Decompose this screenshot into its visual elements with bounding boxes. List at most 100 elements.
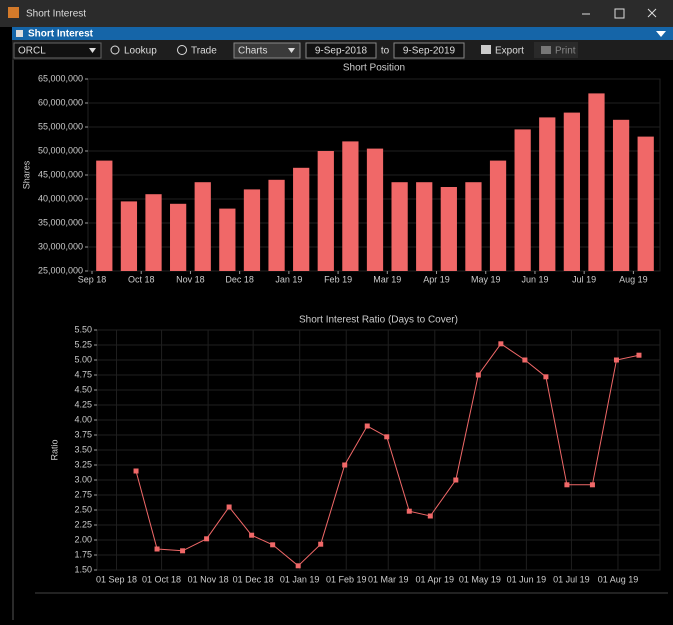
point bbox=[406, 508, 412, 514]
point bbox=[613, 357, 619, 363]
bar bbox=[514, 129, 531, 271]
y-tick-label: 5.25 bbox=[74, 339, 92, 349]
trade-button[interactable]: Trade bbox=[191, 46, 217, 57]
x-tick-label: 01 Oct 18 bbox=[142, 574, 181, 584]
x-tick-label: Apr 19 bbox=[423, 274, 450, 284]
x-tick-label: Nov 18 bbox=[176, 274, 205, 284]
y-axis-label: Ratio bbox=[49, 439, 59, 460]
close-button[interactable] bbox=[647, 8, 657, 18]
x-tick-label: 01 Sep 18 bbox=[96, 574, 137, 584]
x-tick-label: Oct 18 bbox=[128, 274, 155, 284]
y-tick-label: 2.00 bbox=[74, 534, 92, 544]
point bbox=[154, 546, 160, 552]
export-button[interactable]: Export bbox=[495, 46, 524, 57]
bar bbox=[563, 112, 580, 271]
x-tick-label: 01 Feb 19 bbox=[326, 574, 367, 584]
panel-border bbox=[12, 60, 14, 620]
y-tick-label: 50,000,000 bbox=[38, 145, 83, 155]
y-tick-label: 4.25 bbox=[74, 399, 92, 409]
y-tick-label: 2.75 bbox=[74, 489, 92, 499]
y-tick-label: 2.25 bbox=[74, 519, 92, 529]
panel-title: Short Interest bbox=[28, 29, 94, 40]
bar bbox=[539, 117, 556, 272]
x-tick-label: Sep 18 bbox=[78, 274, 107, 284]
x-tick-label: 01 Jun 19 bbox=[507, 574, 547, 584]
y-tick-label: 55,000,000 bbox=[38, 121, 83, 131]
x-tick-label: Jul 19 bbox=[572, 274, 596, 284]
x-tick-label: Jan 19 bbox=[275, 274, 302, 284]
point bbox=[522, 357, 528, 363]
point bbox=[270, 542, 276, 548]
y-tick-label: 1.75 bbox=[74, 549, 92, 559]
to-date[interactable] bbox=[393, 42, 465, 59]
panel-header bbox=[12, 27, 673, 40]
point bbox=[295, 563, 301, 569]
bar bbox=[317, 151, 334, 271]
y-tick-label: 4.50 bbox=[74, 384, 92, 394]
bar bbox=[465, 182, 482, 271]
x-tick-label: 01 Apr 19 bbox=[416, 574, 455, 584]
app-icon bbox=[8, 7, 19, 18]
x-tick-label: Mar 19 bbox=[373, 274, 401, 284]
bar bbox=[170, 203, 187, 271]
point bbox=[249, 532, 255, 538]
to-label: to bbox=[381, 46, 390, 57]
x-tick-label: 01 Aug 19 bbox=[598, 574, 639, 584]
lookup-button[interactable]: Lookup bbox=[124, 46, 157, 57]
x-tick-label: Jun 19 bbox=[521, 274, 548, 284]
y-tick-label: 30,000,000 bbox=[38, 241, 83, 251]
x-tick-label: Feb 19 bbox=[324, 274, 352, 284]
symbol: ORCL bbox=[18, 46, 46, 57]
x-tick-label: 01 Jul 19 bbox=[553, 574, 590, 584]
bar bbox=[440, 187, 457, 271]
y-tick-label: 3.00 bbox=[74, 474, 92, 484]
point bbox=[318, 541, 324, 547]
bar bbox=[120, 201, 138, 271]
x-tick-label: 01 May 19 bbox=[459, 574, 501, 584]
symbol-select[interactable] bbox=[13, 42, 102, 59]
y-tick-label: 4.75 bbox=[74, 369, 92, 379]
window-title: Short Interest bbox=[26, 9, 86, 20]
x-tick-label: Dec 18 bbox=[225, 274, 254, 284]
maximize-button[interactable] bbox=[614, 8, 625, 19]
y-tick-label: 40,000,000 bbox=[38, 193, 83, 203]
point bbox=[180, 548, 186, 554]
charts: Short Position Shares 25,000,000 30,000,000… bbox=[21, 63, 661, 584]
bar bbox=[268, 179, 285, 271]
export-icon bbox=[481, 45, 491, 54]
print-icon bbox=[541, 46, 551, 54]
from-date[interactable] bbox=[305, 42, 377, 59]
panel-menu[interactable] bbox=[656, 31, 666, 37]
lookup-icon bbox=[110, 45, 120, 55]
bar bbox=[588, 93, 605, 272]
y-tick-label: 4.00 bbox=[74, 414, 92, 424]
point bbox=[636, 352, 642, 358]
y-axis-label: Shares bbox=[21, 160, 31, 189]
point bbox=[226, 504, 232, 510]
point bbox=[543, 374, 549, 380]
point bbox=[453, 477, 459, 483]
point bbox=[498, 341, 504, 347]
view-select[interactable] bbox=[233, 42, 301, 59]
point bbox=[204, 536, 210, 542]
y-tick-label: 3.25 bbox=[74, 459, 92, 469]
x-tick-label: 01 Jan 19 bbox=[280, 574, 320, 584]
dropdown-arrow bbox=[89, 48, 96, 53]
x-tick-label: 01 Mar 19 bbox=[368, 574, 409, 584]
x-tick-label: 01 Dec 18 bbox=[233, 574, 274, 584]
print-button[interactable]: Print bbox=[555, 46, 576, 57]
bar bbox=[219, 208, 236, 271]
to-date-text: 9-Sep-2019 bbox=[403, 46, 456, 57]
y-tick-label: 60,000,000 bbox=[38, 97, 83, 107]
bar bbox=[489, 160, 507, 271]
x-tick-label: 01 Nov 18 bbox=[188, 574, 229, 584]
bar bbox=[293, 167, 310, 271]
bar bbox=[96, 160, 113, 271]
bar bbox=[416, 182, 433, 271]
bar bbox=[145, 194, 162, 271]
y-tick-label: 5.00 bbox=[74, 354, 92, 364]
from-date-text: 9-Sep-2018 bbox=[315, 46, 368, 57]
y-tick-label: 35,000,000 bbox=[38, 217, 83, 227]
point bbox=[589, 482, 595, 488]
